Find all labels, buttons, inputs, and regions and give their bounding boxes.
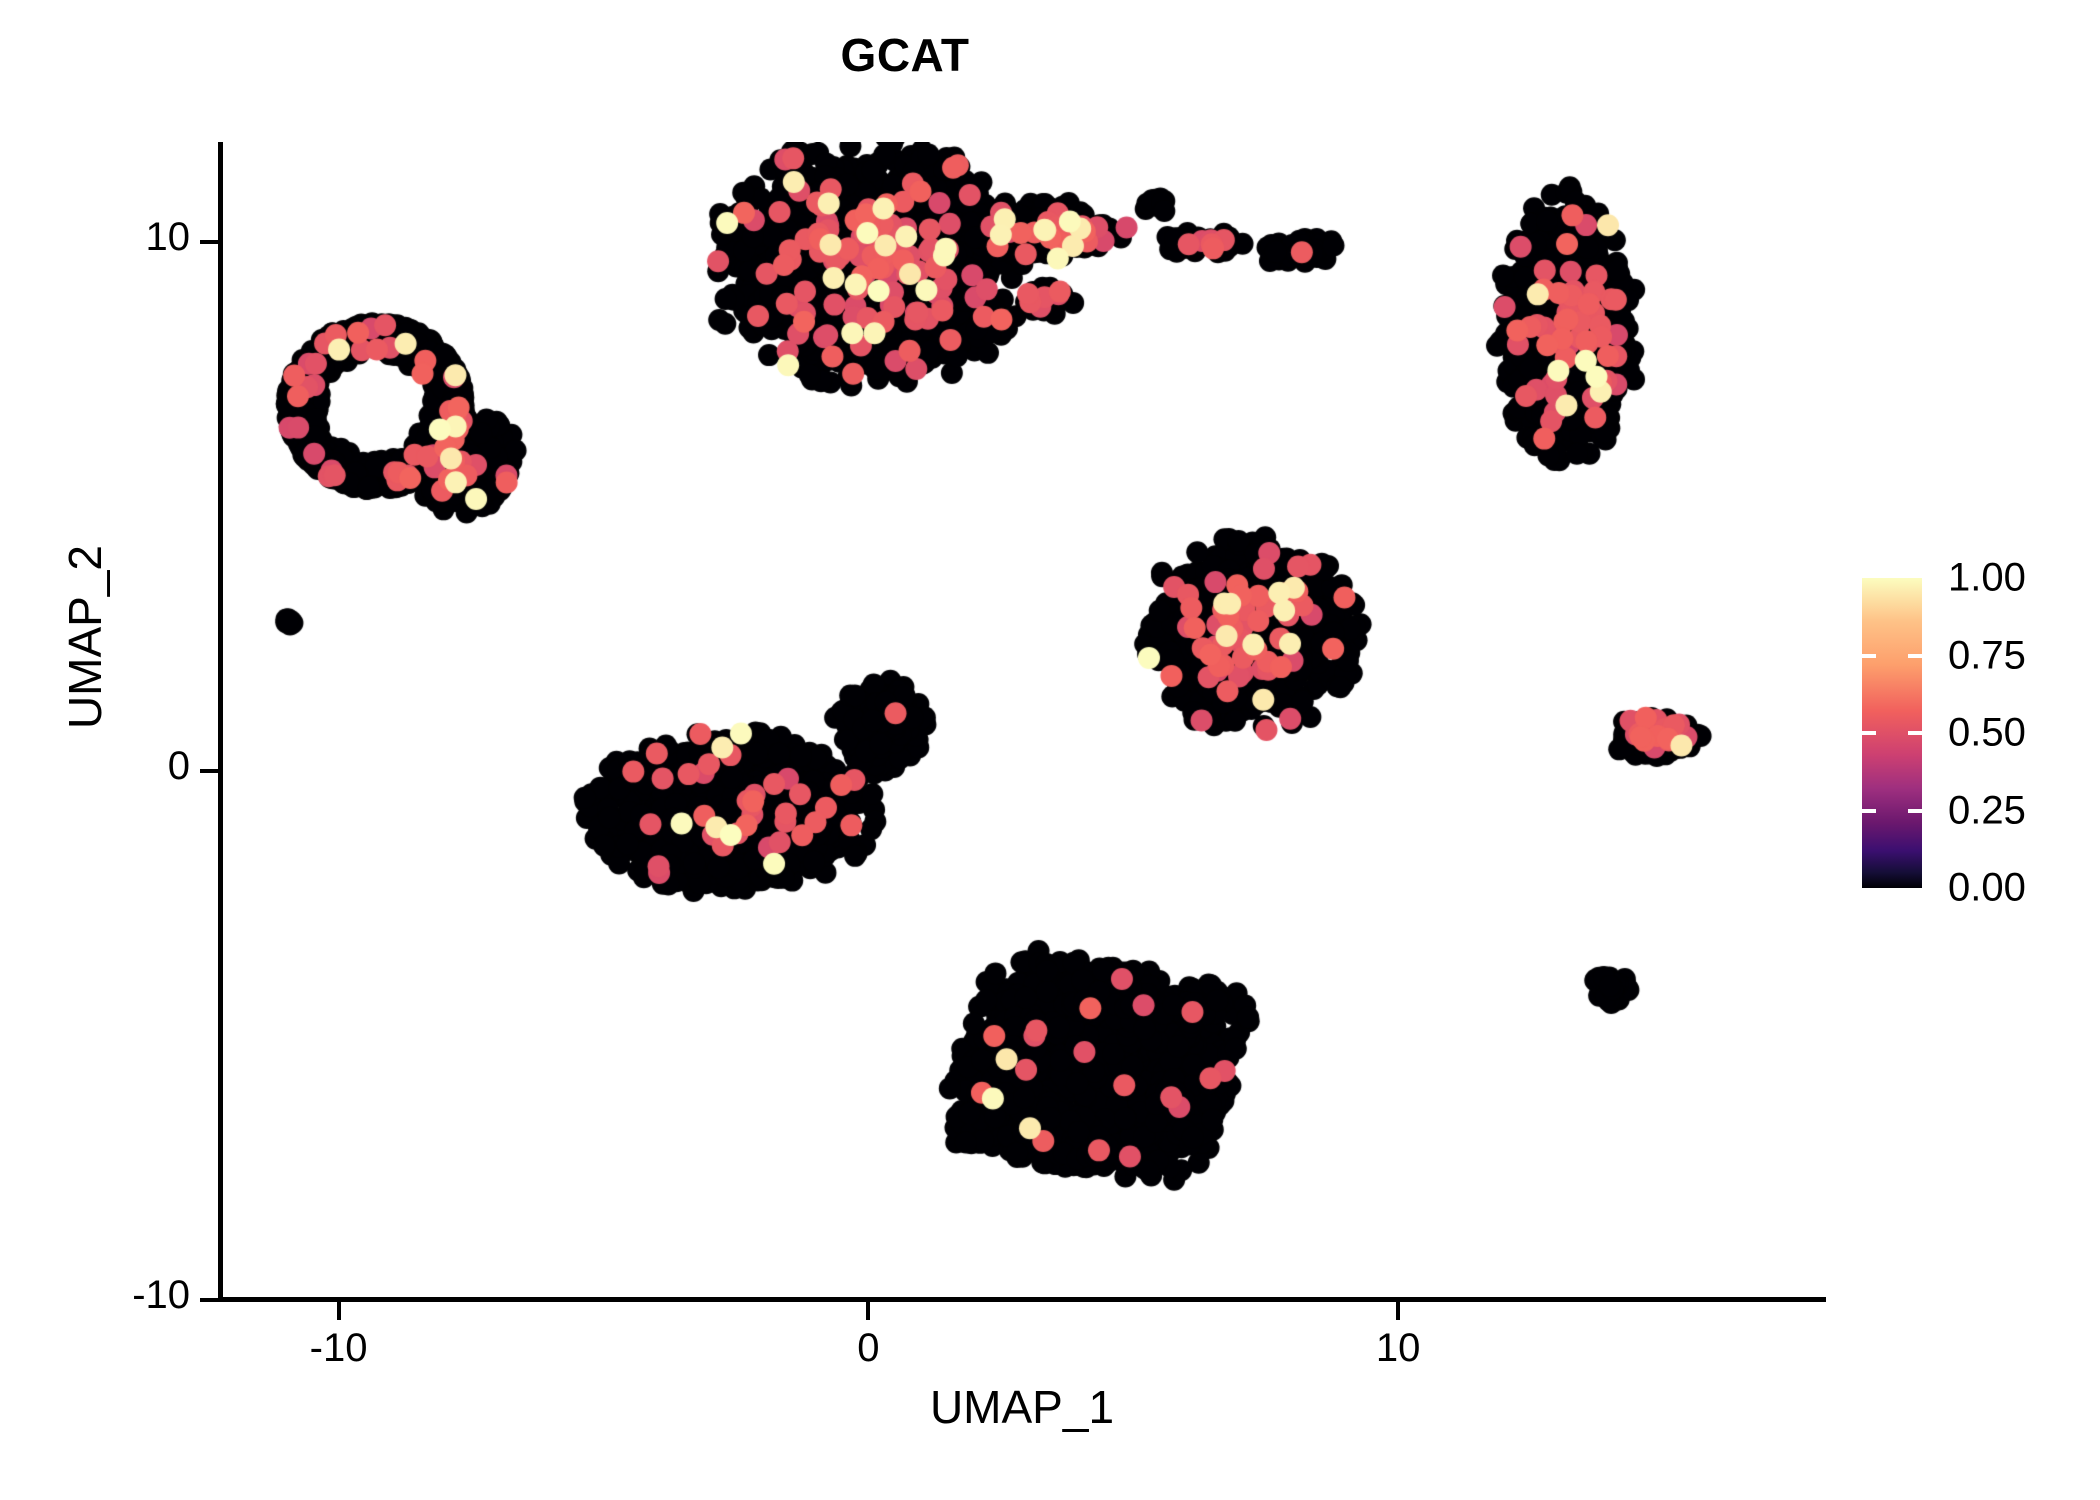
colorbar-tick: [1862, 731, 1876, 735]
colorbar-tick: [1862, 653, 1876, 658]
colorbar-tick-label: 0.75: [1948, 633, 2026, 677]
x-tick-label: 10: [1375, 1326, 1421, 1370]
plot-panel: [222, 142, 1822, 1300]
colorbar-legend: 1.00 0.75 0.50 0.25 0.00: [1862, 556, 2026, 910]
x-tick-mark: [1396, 1302, 1401, 1320]
x-tick-mark: [336, 1302, 341, 1320]
colorbar-tick-label: 0.25: [1948, 788, 2026, 832]
y-tick-mark: [200, 769, 218, 774]
x-tick-mark: [866, 1302, 871, 1320]
colorbar-tick-label: 1.00: [1948, 555, 2026, 600]
colorbar-tick-label: 0.50: [1948, 710, 2026, 755]
y-tick-mark: [200, 1298, 218, 1302]
colorbar-tick: [1908, 731, 1922, 735]
colorbar-gradient: [1862, 578, 1922, 888]
colorbar-tick: [1862, 808, 1876, 813]
x-axis-line: [218, 1297, 1826, 1302]
x-tick-label: 0: [857, 1326, 880, 1370]
x-tick-label: -10: [309, 1326, 368, 1370]
y-axis-title: UMAP_2: [59, 544, 111, 730]
colorbar-tick: [1908, 653, 1922, 658]
y-tick-label: 0: [167, 744, 190, 789]
x-axis-title: UMAP_1: [929, 1381, 1115, 1433]
colorbar-tick-label: 0.00: [1948, 865, 2026, 910]
page-title: GCAT: [840, 29, 970, 81]
y-tick-mark: [200, 240, 218, 245]
y-tick-label: 10: [145, 215, 191, 260]
y-tick-label: -10: [132, 1273, 190, 1317]
colorbar-tick: [1908, 808, 1922, 813]
y-axis-line: [218, 142, 223, 1302]
scatter-plot-canvas: [222, 142, 1822, 1300]
